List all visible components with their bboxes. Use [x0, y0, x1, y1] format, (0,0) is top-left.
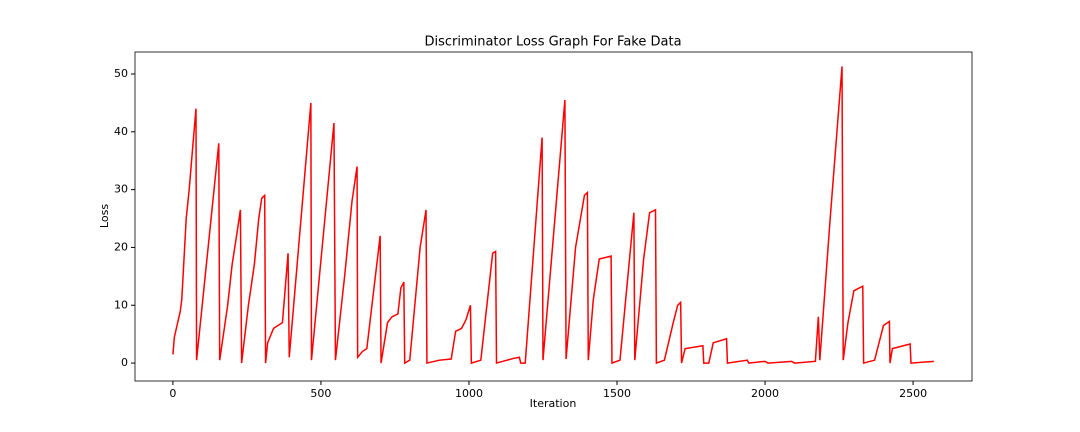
chart-title: Discriminator Loss Graph For Fake Data: [424, 35, 681, 50]
y-tick-label: 40: [114, 125, 128, 138]
line: [172, 66, 934, 365]
x-tick-label: 2000: [751, 387, 779, 400]
y-tick-label: 0: [121, 356, 128, 369]
y-tick-label: 50: [114, 67, 128, 80]
y-tick-label: 30: [114, 183, 128, 196]
y-tick-label: 20: [114, 240, 128, 253]
x-axis-label: Iteration: [530, 397, 577, 410]
x-tick-label: 2500: [899, 387, 927, 400]
y-axis-label: Loss: [98, 204, 111, 228]
x-tick-label: 1000: [455, 387, 483, 400]
x-tick-label: 0: [169, 387, 176, 400]
plot-frame: [134, 51, 973, 382]
y-tick-label: 10: [114, 298, 128, 311]
x-tick-label: 1500: [603, 387, 631, 400]
x-tick-label: 500: [310, 387, 331, 400]
